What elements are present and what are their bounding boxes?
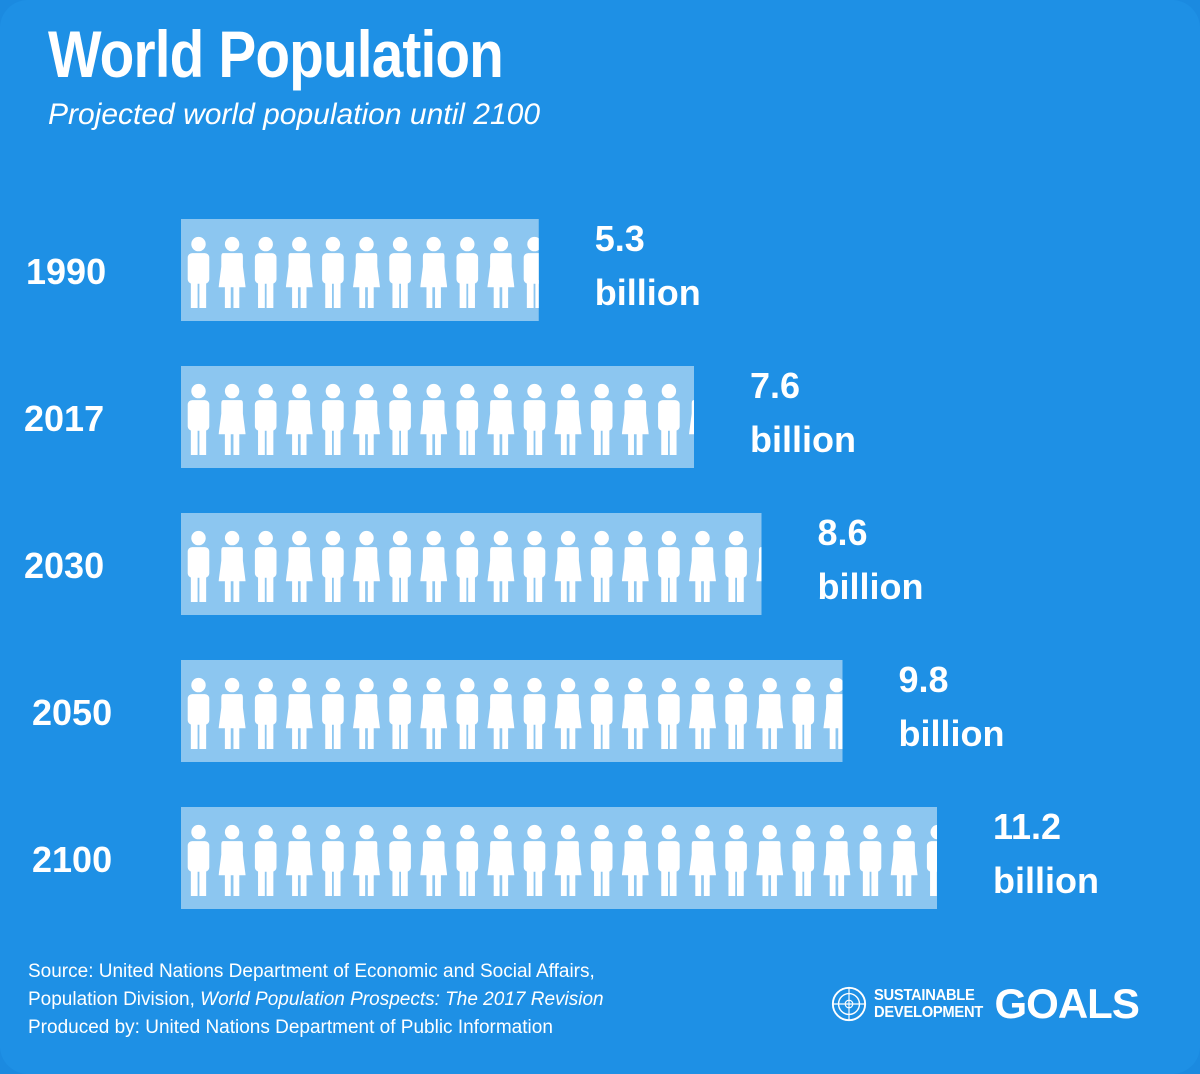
year-label-2017: 2017 (24, 398, 104, 439)
unit-label-2100: billion (993, 860, 1099, 901)
value-label-2030: 8.6 (818, 512, 868, 553)
person-icon (958, 825, 985, 896)
logo-small-text: SUSTAINABLE DEVELOPMENT (874, 987, 983, 1021)
value-label-1990: 5.3 (595, 218, 645, 259)
source-line-2-prefix: Population Division, (28, 989, 201, 1010)
year-label-2030: 2030 (24, 545, 104, 586)
value-label-2100: 11.2 (993, 806, 1061, 847)
source-line-3: Produced by: United Nations Department o… (28, 1017, 553, 1038)
year-label-2050: 2050 (32, 692, 112, 733)
source-line-1: Source: United Nations Department of Eco… (28, 961, 595, 982)
person-icon (555, 237, 582, 308)
person-icon (860, 678, 882, 749)
source-line-2-publication: World Population Prospects: The 2017 Rev… (200, 989, 604, 1010)
value-label-2050: 9.8 (899, 659, 949, 700)
unit-label-2030: billion (818, 566, 924, 607)
un-emblem-icon (831, 986, 867, 1022)
page-subtitle: Projected world population until 2100 (48, 98, 540, 131)
sdg-logo: SUSTAINABLE DEVELOPMENT GOALS (830, 980, 1140, 1027)
unit-label-1990: billion (595, 272, 701, 313)
person-icon (725, 384, 747, 455)
year-label-1990: 1990 (26, 251, 106, 292)
page-title: World Population (48, 17, 504, 91)
unit-label-2017: billion (750, 419, 856, 460)
person-icon (793, 531, 815, 602)
source-note: Source: United Nations Department of Eco… (28, 958, 604, 1042)
source-line-2: Population Division, World Population Pr… (28, 986, 604, 1014)
value-label-2017: 7.6 (750, 365, 800, 406)
logo-small-line-2: DEVELOPMENT (874, 1004, 984, 1021)
logo-goals-text: GOALS (994, 980, 1140, 1027)
logo-small-line-1: SUSTAINABLE (874, 987, 975, 1004)
year-label-2100: 2100 (32, 839, 112, 880)
unit-label-2050: billion (899, 713, 1005, 754)
